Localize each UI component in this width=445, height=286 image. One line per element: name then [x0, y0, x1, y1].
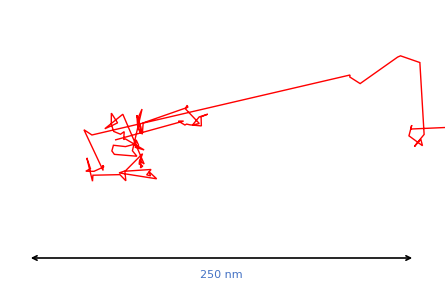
Text: 250 nm: 250 nm: [200, 270, 243, 280]
